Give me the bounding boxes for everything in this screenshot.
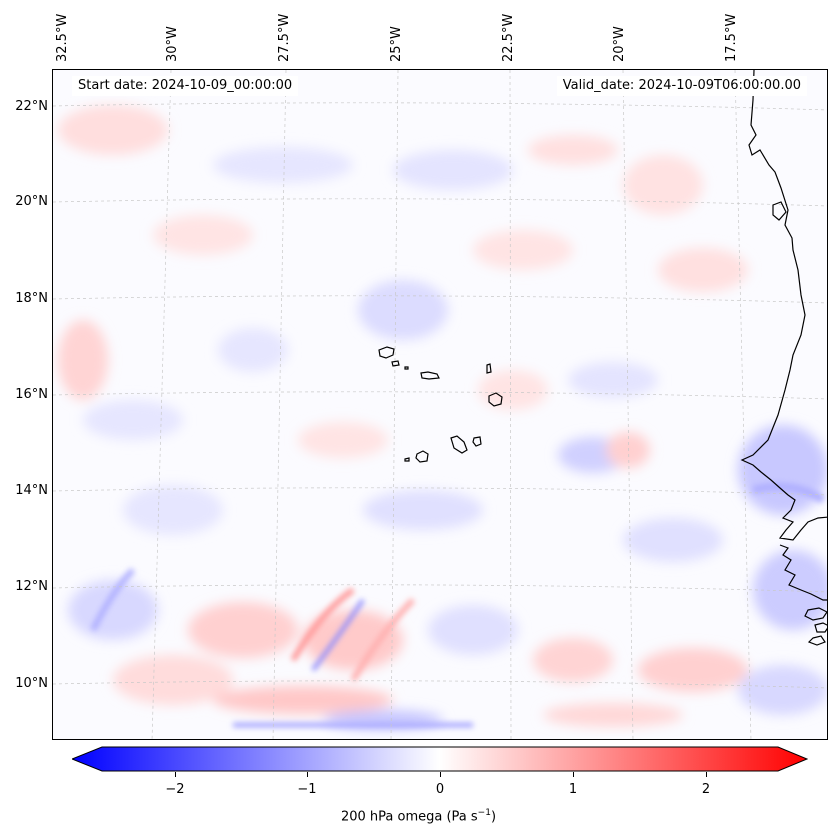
colorbar-tick-mark: [573, 772, 574, 777]
colorbar: [72, 746, 808, 772]
start-date-label: Start date: 2024-10-09_00:00:00: [72, 76, 299, 96]
lat-label: 12°N: [15, 579, 48, 594]
lon-label: 17.5°W: [724, 13, 739, 62]
lon-label: 32.5°W: [55, 13, 70, 62]
colorbar-tick-label: −1: [297, 782, 317, 797]
colorbar-label-main: 200 hPa omega (Pa s: [340, 809, 478, 825]
lat-label: 14°N: [15, 483, 48, 498]
colorbar-label: 200 hPa omega (Pa s−1): [0, 808, 837, 824]
colorbar-tick-mark: [307, 772, 308, 777]
africa-coastline: [740, 70, 827, 646]
lat-label: 20°N: [15, 194, 48, 209]
lat-label: 10°N: [15, 676, 48, 691]
cape-verde-islands: [378, 346, 503, 463]
colorbar-tick-label: 1: [568, 782, 578, 797]
graticule: [53, 70, 827, 739]
colorbar-label-sup: −1: [477, 808, 491, 818]
colorbar-tick-mark: [175, 772, 176, 777]
lat-label: 22°N: [15, 99, 48, 114]
lon-label: 30°W: [165, 26, 180, 62]
lon-label: 20°W: [612, 26, 627, 62]
colorbar-tick-mark: [706, 772, 707, 777]
map-canvas: [53, 70, 827, 739]
lon-label: 25°W: [389, 26, 404, 62]
colorbar-tick-label: 2: [701, 782, 711, 797]
lat-label: 16°N: [15, 387, 48, 402]
lon-label: 22.5°W: [501, 13, 516, 62]
colorbar-gradient: [72, 746, 808, 772]
colorbar-tick-label: 0: [435, 782, 445, 797]
valid-date-label: Valid_date: 2024-10-09T06:00:00.00: [556, 76, 807, 96]
map-panel[interactable]: [52, 69, 828, 740]
colorbar-tick-label: −2: [165, 782, 185, 797]
colorbar-label-end: ): [490, 809, 497, 825]
colorbar-tick-mark: [440, 772, 441, 777]
lat-label: 18°N: [15, 291, 48, 306]
lon-label: 27.5°W: [277, 13, 292, 62]
